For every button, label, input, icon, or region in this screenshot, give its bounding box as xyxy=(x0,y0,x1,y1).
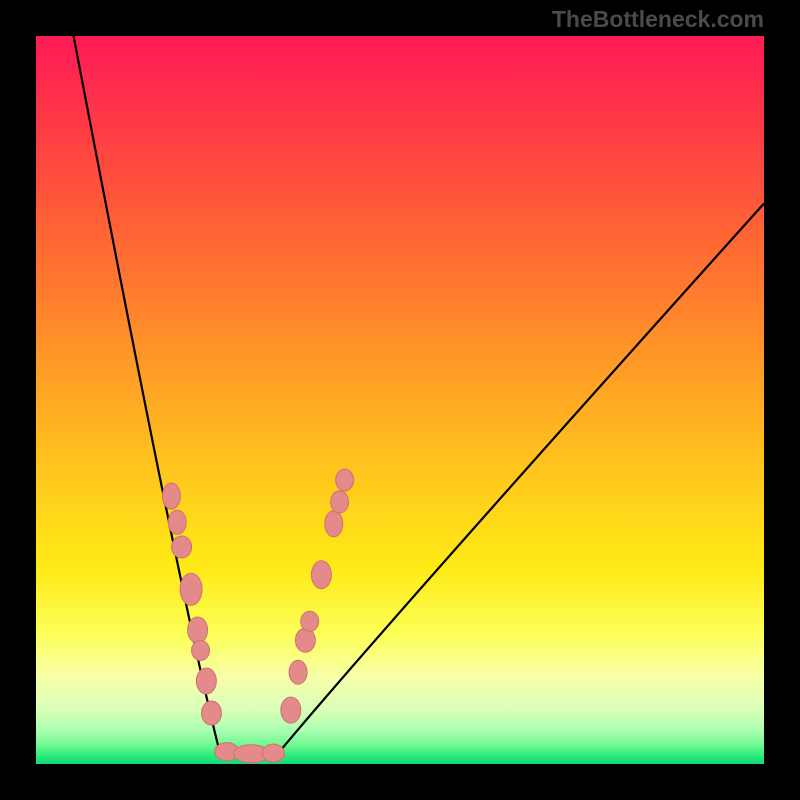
curve-layer xyxy=(36,36,764,764)
marker-point xyxy=(325,511,343,537)
marker-point xyxy=(311,561,331,589)
marker-point xyxy=(172,536,192,558)
marker-point xyxy=(289,660,307,684)
marker-point xyxy=(301,611,319,631)
marker-point xyxy=(168,510,186,534)
marker-point xyxy=(336,469,354,491)
marker-point xyxy=(196,668,216,694)
marker-point xyxy=(331,491,349,513)
marker-point xyxy=(192,640,210,660)
marker-point xyxy=(201,701,221,725)
marker-point xyxy=(295,628,315,652)
watermark-text: TheBottleneck.com xyxy=(552,6,764,33)
data-markers xyxy=(162,469,353,763)
marker-point xyxy=(188,617,208,643)
plot-area xyxy=(36,36,764,764)
marker-point xyxy=(281,697,301,723)
chart-root: TheBottleneck.com xyxy=(0,0,800,800)
marker-point xyxy=(162,483,180,509)
marker-point xyxy=(180,573,202,605)
marker-point xyxy=(262,744,284,762)
